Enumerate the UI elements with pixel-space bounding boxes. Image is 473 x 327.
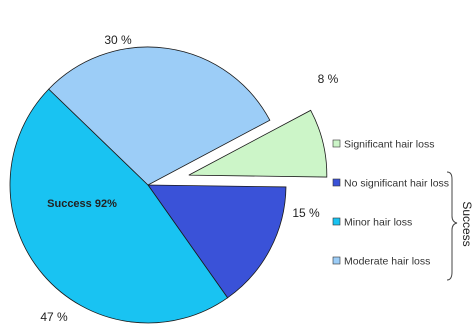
success-annotation: Success 92% <box>47 198 117 210</box>
legend-item-label: Significant hair loss <box>344 139 434 151</box>
brace-icon <box>446 171 458 281</box>
legend-swatch <box>332 256 341 265</box>
legend-item-label: No significant hair loss <box>344 178 449 190</box>
legend-item-label: Minor hair loss <box>344 217 412 229</box>
slice-value-label: 8 % <box>318 72 339 86</box>
slice-value-label: 15 % <box>292 206 320 220</box>
slice-value-label: 30 % <box>104 33 132 47</box>
pie-slice-no-significant-hair-loss <box>147 184 287 299</box>
slice-value-label: 47 % <box>40 310 68 324</box>
legend-item-label: Moderate hair loss <box>344 256 430 268</box>
success-group-brace: Success <box>446 171 473 281</box>
legend: Significant hair loss No significant hair… <box>332 139 449 268</box>
pie-slice-moderate-hair-loss <box>48 46 271 186</box>
success-group-label: Success <box>460 201 473 246</box>
pie-slice-significant-hair-loss <box>188 109 328 178</box>
slice-value-labels: 8 % 15 % 47 % 30 % <box>40 33 338 324</box>
pie-slices <box>9 46 328 324</box>
legend-swatch <box>332 217 341 226</box>
legend-swatch <box>332 178 341 187</box>
pie-slice-minor-hair-loss <box>9 88 229 324</box>
legend-swatch <box>332 139 341 148</box>
